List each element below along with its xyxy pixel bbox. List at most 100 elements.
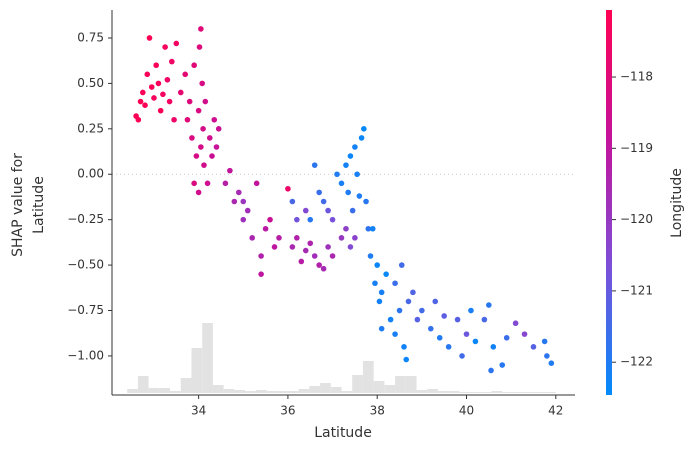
point bbox=[137, 98, 144, 105]
point bbox=[432, 298, 439, 305]
histogram-bar bbox=[373, 381, 385, 393]
point bbox=[151, 95, 157, 101]
histogram-bar bbox=[212, 385, 224, 393]
histogram-bar bbox=[470, 392, 481, 393]
histogram-bar bbox=[545, 392, 556, 393]
point bbox=[403, 356, 410, 363]
point bbox=[530, 344, 537, 350]
point bbox=[213, 144, 220, 150]
point bbox=[396, 307, 403, 314]
point bbox=[316, 189, 322, 196]
colorbar-tick-label: −122 bbox=[620, 355, 653, 369]
point bbox=[204, 180, 211, 187]
point bbox=[316, 262, 322, 268]
x-tick-label: 36 bbox=[280, 404, 295, 418]
point bbox=[135, 116, 142, 123]
point bbox=[146, 35, 153, 41]
point bbox=[177, 89, 184, 96]
point bbox=[329, 216, 336, 223]
point bbox=[486, 302, 492, 308]
x-tick-label: 34 bbox=[191, 404, 206, 418]
point bbox=[258, 253, 264, 259]
point bbox=[392, 280, 398, 287]
point bbox=[488, 367, 494, 374]
point bbox=[401, 344, 407, 350]
histogram-bar bbox=[395, 376, 406, 393]
point bbox=[302, 247, 309, 254]
point bbox=[240, 216, 247, 223]
y-tick-label: −0.25 bbox=[67, 212, 104, 226]
point bbox=[387, 316, 394, 323]
histogram-bar bbox=[180, 378, 192, 393]
point bbox=[171, 116, 177, 123]
point bbox=[289, 244, 296, 250]
point bbox=[378, 289, 385, 296]
point bbox=[372, 280, 378, 287]
point bbox=[392, 331, 398, 337]
point bbox=[142, 102, 148, 109]
x-axis-label: Latitude bbox=[314, 425, 372, 441]
histogram-bar bbox=[202, 323, 213, 393]
point bbox=[410, 289, 416, 296]
point bbox=[195, 189, 202, 196]
point bbox=[307, 216, 314, 223]
point bbox=[347, 153, 354, 159]
point bbox=[191, 180, 197, 187]
colorbar-tick-label: −120 bbox=[620, 212, 653, 226]
point bbox=[195, 107, 202, 114]
histogram-bar bbox=[277, 391, 288, 393]
y-axis-label: Latitude bbox=[31, 176, 47, 234]
point bbox=[369, 225, 376, 232]
histogram-bar bbox=[330, 387, 342, 393]
histogram-bar bbox=[502, 392, 513, 393]
point bbox=[199, 80, 205, 87]
histogram-bar bbox=[266, 391, 278, 393]
point bbox=[189, 135, 195, 141]
point bbox=[311, 162, 318, 168]
point bbox=[338, 180, 345, 187]
histogram-bar bbox=[137, 376, 149, 393]
point bbox=[302, 207, 309, 214]
point bbox=[548, 360, 555, 367]
point bbox=[202, 98, 209, 105]
histogram-bar bbox=[234, 390, 246, 393]
point bbox=[240, 198, 247, 205]
point bbox=[352, 235, 358, 241]
point bbox=[352, 144, 358, 150]
y-tick-label: −0.75 bbox=[67, 303, 104, 317]
point bbox=[345, 189, 351, 196]
point bbox=[249, 235, 255, 241]
histogram-bar bbox=[523, 392, 535, 393]
point bbox=[459, 353, 465, 359]
point bbox=[463, 331, 470, 337]
y-tick-label: −0.50 bbox=[67, 258, 104, 272]
point bbox=[258, 271, 264, 277]
histogram-bar bbox=[287, 391, 299, 393]
point bbox=[374, 262, 381, 268]
point bbox=[148, 84, 155, 90]
point bbox=[343, 225, 349, 232]
point bbox=[271, 244, 278, 250]
y-tick-label: 0.75 bbox=[77, 30, 104, 44]
histogram-bar bbox=[352, 375, 363, 393]
y-tick-label: 0.50 bbox=[77, 76, 104, 90]
point bbox=[285, 185, 291, 192]
y-tick-label: 0.00 bbox=[77, 167, 104, 181]
x-tick-label: 38 bbox=[370, 404, 385, 418]
point bbox=[541, 338, 548, 345]
point bbox=[162, 44, 168, 50]
point bbox=[472, 338, 479, 345]
point bbox=[320, 265, 327, 272]
point bbox=[398, 262, 405, 268]
histogram-bar bbox=[384, 385, 396, 393]
point bbox=[454, 316, 461, 323]
x-tick-label: 40 bbox=[459, 404, 474, 418]
point bbox=[307, 240, 314, 247]
point bbox=[294, 216, 300, 223]
histogram-bar bbox=[480, 392, 492, 393]
point bbox=[231, 198, 238, 205]
point bbox=[160, 91, 166, 98]
point bbox=[378, 325, 385, 332]
point bbox=[544, 353, 550, 359]
y-axis-label: SHAP value for bbox=[10, 153, 26, 257]
